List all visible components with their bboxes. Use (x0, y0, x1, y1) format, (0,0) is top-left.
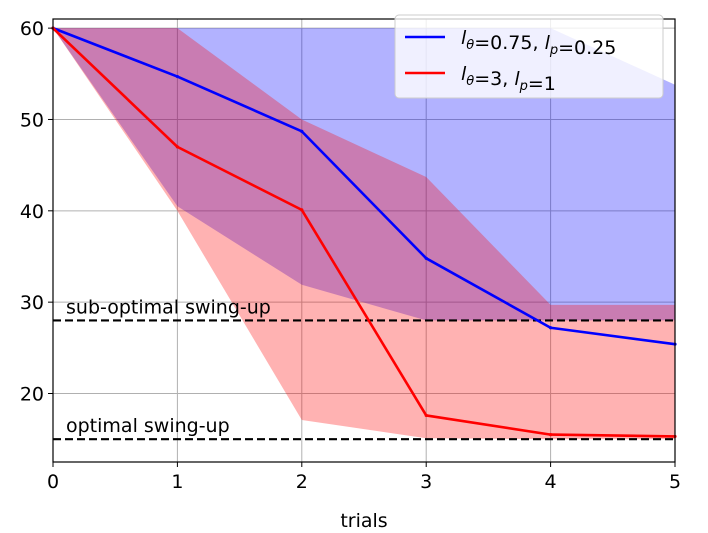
y-tick-label: 30 (20, 292, 44, 314)
data-point (424, 413, 428, 418)
y-tick-label: 40 (20, 201, 44, 223)
legend-label-part: l (545, 32, 551, 54)
band-series-2 (53, 28, 675, 440)
axis-ticks: 0 1 2 3 4 5 20 30 40 50 60 (20, 18, 681, 493)
legend-label-subscript: θ (466, 38, 474, 53)
legend-label-part: =1 (528, 73, 556, 95)
y-tick-label: 50 (20, 109, 44, 131)
y-tick-label: 20 (20, 383, 44, 405)
legend-box (394, 14, 664, 99)
data-point (549, 326, 553, 330)
legend-label-part: l (514, 68, 520, 90)
legend-label-subscript: θ (466, 74, 474, 89)
reference-line-label: optimal swing-up (66, 415, 230, 437)
line-series-1 (52, 26, 676, 346)
x-axis-title: trials (340, 510, 387, 532)
legend-label-part: =0.25 (558, 37, 616, 59)
data-point (175, 145, 179, 149)
data-point (300, 208, 304, 212)
x-tick-label: 4 (545, 471, 557, 493)
data-point (549, 432, 553, 437)
legend-label-part: =0.75, (474, 32, 544, 54)
x-tick-label: 3 (420, 471, 432, 493)
legend-label-part: =3, (474, 68, 514, 90)
legend-label-part: l (461, 27, 467, 49)
legend-label-subscript: p (549, 43, 558, 58)
data-point (175, 74, 179, 79)
legend-label: lθ=0.75, lp=0.25 (461, 27, 616, 59)
data-point (300, 129, 304, 133)
x-tick-label: 0 (47, 471, 59, 493)
x-tick-label: 2 (296, 471, 308, 493)
legend-label: lθ=3, lp=1 (461, 63, 556, 95)
series-lines (51, 26, 677, 439)
legend-label-part: l (461, 63, 467, 85)
reference-lines: sub-optimal swing-up optimal swing-up (53, 296, 675, 441)
x-tick-label: 1 (171, 471, 183, 493)
line-series-2 (52, 27, 676, 438)
reference-line-label: sub-optimal swing-up (66, 296, 271, 318)
x-tick-label: 5 (669, 471, 681, 493)
data-point (424, 256, 428, 260)
legend-label-subscript: p (519, 79, 528, 94)
band-series-1 (53, 28, 675, 321)
y-tick-label: 60 (20, 18, 44, 40)
plot-frame (52, 18, 676, 463)
confidence-bands (53, 28, 675, 440)
